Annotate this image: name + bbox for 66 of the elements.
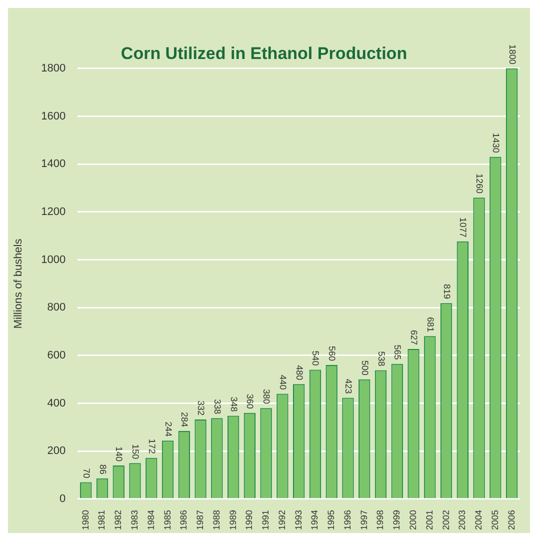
x-tick-label: 2004 bbox=[474, 510, 484, 530]
x-tick-label: 1996 bbox=[342, 510, 352, 530]
y-tick-label: 1000 bbox=[41, 254, 66, 266]
data-label: 338 bbox=[212, 399, 222, 414]
x-tick-label: 1984 bbox=[146, 510, 156, 530]
y-tick-label: 1600 bbox=[41, 110, 66, 122]
x-tick-label: 2000 bbox=[408, 510, 418, 530]
chart-title: Corn Utilized in Ethanol Production bbox=[120, 44, 408, 63]
x-tick-label: 2006 bbox=[506, 510, 516, 530]
data-label: 1430 bbox=[490, 132, 501, 153]
x-tick-label: 1988 bbox=[211, 510, 222, 530]
data-label: 1077 bbox=[458, 217, 468, 238]
data-label: 150 bbox=[130, 444, 141, 460]
y-axis-title: Millions of bushels bbox=[12, 238, 25, 329]
data-label: 681 bbox=[425, 317, 436, 332]
x-tick-label: 1999 bbox=[392, 510, 402, 530]
x-tick-label: 2005 bbox=[490, 510, 500, 530]
x-tick-label: 1983 bbox=[129, 510, 140, 530]
data-label: 172 bbox=[146, 438, 157, 454]
x-tick-label: 1992 bbox=[276, 510, 287, 530]
data-label: 380 bbox=[262, 389, 272, 404]
y-tick-label: 800 bbox=[47, 302, 66, 314]
data-label: 423 bbox=[344, 378, 354, 394]
data-label: 86 bbox=[98, 464, 108, 474]
y-tick-label: 600 bbox=[47, 349, 66, 362]
data-label: 348 bbox=[228, 396, 239, 412]
x-tick-label: 1991 bbox=[260, 510, 271, 530]
x-tick-label: 1995 bbox=[326, 510, 336, 530]
x-tick-label: 1987 bbox=[195, 510, 206, 530]
y-tick-label: 1400 bbox=[41, 158, 66, 170]
y-tick-label: 1200 bbox=[41, 206, 66, 218]
data-label: 70 bbox=[81, 468, 92, 478]
data-label: 540 bbox=[310, 350, 321, 366]
x-tick-label: 1990 bbox=[244, 510, 254, 530]
x-tick-label: 2002 bbox=[440, 510, 451, 530]
y-tick-label: 0 bbox=[60, 493, 66, 506]
y-tick-label: 1800 bbox=[41, 62, 66, 74]
data-label: 565 bbox=[392, 344, 403, 360]
y-tick-label: 400 bbox=[47, 397, 66, 410]
data-label: 360 bbox=[245, 394, 256, 409]
y-tick-label: 200 bbox=[47, 445, 66, 458]
data-label: 244 bbox=[163, 422, 174, 437]
x-tick-label: 1998 bbox=[375, 510, 386, 530]
x-tick-label: 1981 bbox=[96, 510, 107, 530]
x-tick-label: 1997 bbox=[358, 510, 369, 530]
x-tick-label: 1980 bbox=[80, 510, 90, 530]
x-tick-label: 2003 bbox=[457, 510, 468, 530]
data-label: 440 bbox=[278, 374, 288, 390]
x-tick-label: 1985 bbox=[162, 510, 172, 530]
data-label: 140 bbox=[114, 446, 124, 462]
x-tick-label: 1989 bbox=[228, 510, 238, 530]
data-label: 538 bbox=[376, 351, 386, 366]
data-label: 819 bbox=[442, 284, 452, 300]
x-tick-label: 1994 bbox=[310, 510, 320, 530]
x-tick-label: 2001 bbox=[424, 510, 434, 530]
data-label: 627 bbox=[409, 330, 420, 345]
data-label: 284 bbox=[180, 412, 190, 428]
data-label: 1260 bbox=[474, 174, 485, 194]
data-label: 1800 bbox=[507, 44, 518, 64]
data-label: 560 bbox=[327, 346, 338, 362]
data-label: 332 bbox=[196, 400, 206, 416]
x-tick-label: 1982 bbox=[113, 510, 124, 530]
x-tick-label: 1993 bbox=[293, 510, 304, 530]
x-tick-label: 1986 bbox=[178, 510, 189, 530]
data-label: 480 bbox=[294, 365, 304, 380]
data-label: 500 bbox=[360, 360, 370, 376]
